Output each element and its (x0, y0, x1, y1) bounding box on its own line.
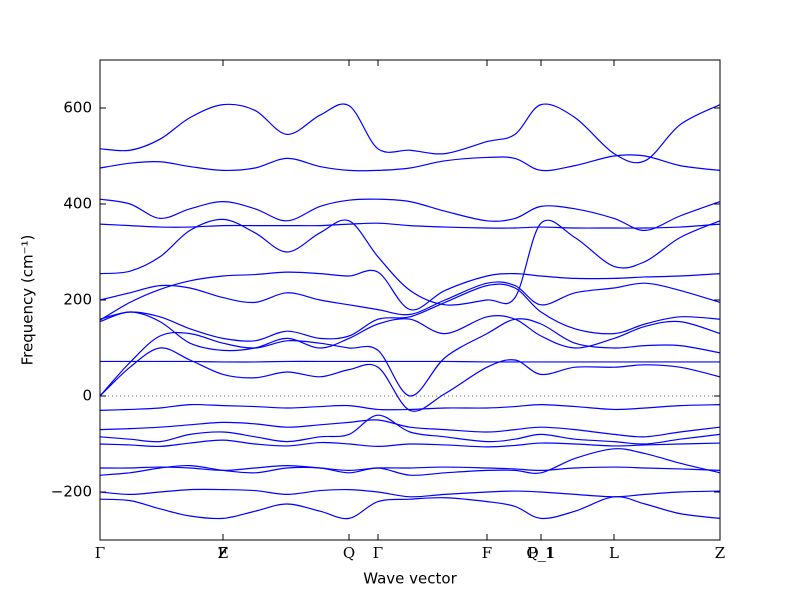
band-line (99, 154, 721, 172)
band-line (99, 448, 721, 476)
band-line (99, 222, 721, 229)
band-line (99, 218, 721, 306)
x-tick-label: Z (715, 544, 725, 562)
x-tick-label: Γ (373, 544, 383, 562)
x-tick-label: L (609, 544, 619, 562)
y-axis-label: Frequency (cm⁻¹) (19, 235, 37, 366)
x-tick-label: P_1 (527, 544, 554, 562)
y-tick-label: 400 (63, 195, 92, 213)
band-line (99, 269, 721, 321)
x-tick-label: F (482, 544, 492, 562)
y-tick-label: 0 (82, 387, 92, 405)
y-tick-label: 200 (63, 291, 92, 309)
x-tick-label: Q_1 (526, 544, 555, 562)
y-tick-label: 600 (63, 99, 92, 117)
band-line (99, 488, 721, 498)
band-line (99, 198, 721, 232)
band-line (99, 419, 721, 438)
band-line (99, 347, 721, 412)
band-line (99, 414, 721, 445)
x-axis-label: Wave vector (363, 570, 457, 588)
band-line (99, 283, 721, 342)
band-line (99, 439, 721, 448)
x-tick-label: Γ (95, 544, 105, 562)
band-line (99, 103, 721, 164)
band-line (99, 496, 721, 520)
band-line (99, 318, 721, 397)
band-line (99, 311, 721, 352)
x-tick-label: Z (218, 544, 228, 562)
y-tick-label: −200 (51, 483, 92, 501)
band-line (99, 281, 721, 316)
plot-frame (99, 59, 721, 541)
band-line (99, 403, 721, 411)
x-tick-label: Q (343, 544, 355, 562)
x-tick-label: F (218, 544, 228, 562)
band-line (99, 464, 721, 472)
